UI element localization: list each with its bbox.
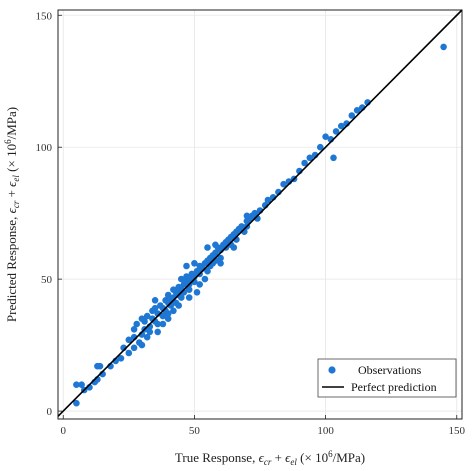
observation-point — [125, 349, 133, 357]
observation-point — [212, 241, 219, 249]
observation-point — [143, 312, 151, 320]
observation-point — [264, 196, 272, 204]
observation-point — [322, 133, 329, 140]
observation-point — [332, 128, 340, 135]
observation-point — [130, 326, 138, 333]
observation-point — [178, 294, 185, 301]
observation-point — [96, 362, 104, 370]
observation-point — [348, 112, 356, 119]
observation-point — [193, 289, 201, 296]
plot-area — [57, 9, 463, 420]
observation-point — [338, 122, 345, 130]
legend-label-perfect-prediction: Perfect prediction — [351, 380, 437, 394]
observation-point — [73, 381, 80, 389]
observation-point — [170, 307, 177, 315]
observation-point — [183, 273, 190, 280]
observation-point — [196, 281, 203, 288]
x-tick-label: 50 — [189, 425, 201, 437]
observation-point — [230, 244, 238, 251]
observation-point — [317, 143, 324, 151]
observation-point — [154, 328, 161, 336]
observation-point — [164, 310, 172, 317]
x-tick-label: 100 — [317, 425, 334, 437]
x-tick-label: 150 — [449, 425, 466, 437]
observation-point — [159, 312, 167, 320]
observation-point — [178, 275, 185, 283]
legend-box — [317, 358, 457, 398]
observation-points — [73, 43, 447, 407]
observation-point — [159, 320, 167, 328]
observation-point — [204, 244, 211, 251]
observation-point — [185, 286, 193, 294]
y-tick-label: 100 — [36, 142, 53, 154]
grid — [58, 10, 462, 419]
observation-point — [164, 315, 172, 323]
observation-point — [125, 336, 133, 344]
observation-point — [151, 304, 159, 312]
observation-point — [130, 344, 138, 352]
x-axis: 0 50 100 150 — [60, 415, 466, 437]
y-axis-label: Predicted Response, ϵcr + ϵel (× 106/MPa… — [3, 107, 21, 322]
observation-point — [330, 154, 337, 162]
observation-point — [164, 291, 172, 299]
observation-point — [146, 328, 154, 336]
observation-point — [204, 267, 211, 275]
x-axis-label: True Response, ϵcr + ϵel (× 106/MPa) — [175, 449, 365, 467]
observation-point — [301, 159, 308, 167]
legend-marker-observations — [328, 366, 336, 374]
observation-point — [353, 107, 361, 114]
observation-point — [212, 249, 219, 257]
observation-point — [185, 294, 193, 301]
observation-point — [138, 315, 146, 323]
y-axis: 0 50 100 150 — [36, 10, 62, 418]
y-tick-label: 50 — [41, 274, 53, 286]
legend: Observations Perfect prediction — [317, 358, 457, 398]
observation-point — [78, 381, 85, 389]
observation-point — [143, 333, 151, 341]
observation-point — [151, 297, 159, 304]
y-tick-label: 150 — [36, 10, 53, 22]
observation-point — [217, 254, 224, 262]
observation-point — [217, 260, 224, 267]
observation-point — [306, 154, 314, 162]
observation-point — [138, 341, 146, 349]
observation-point — [117, 355, 125, 362]
observation-point — [191, 260, 198, 267]
observation-point — [440, 43, 447, 51]
legend-label-observations: Observations — [358, 363, 422, 377]
y-tick-label: 0 — [47, 406, 53, 418]
observation-point — [73, 399, 80, 407]
observation-point — [243, 212, 251, 220]
observation-point — [183, 262, 190, 270]
observation-point — [238, 223, 245, 230]
observation-point — [251, 209, 259, 217]
observation-point — [201, 275, 209, 283]
x-tick-label: 0 — [60, 425, 66, 437]
observation-point — [133, 320, 140, 328]
observation-point — [154, 320, 161, 328]
observation-point — [280, 180, 287, 188]
observation-point — [175, 302, 182, 309]
perfect-prediction-line — [57, 9, 463, 417]
